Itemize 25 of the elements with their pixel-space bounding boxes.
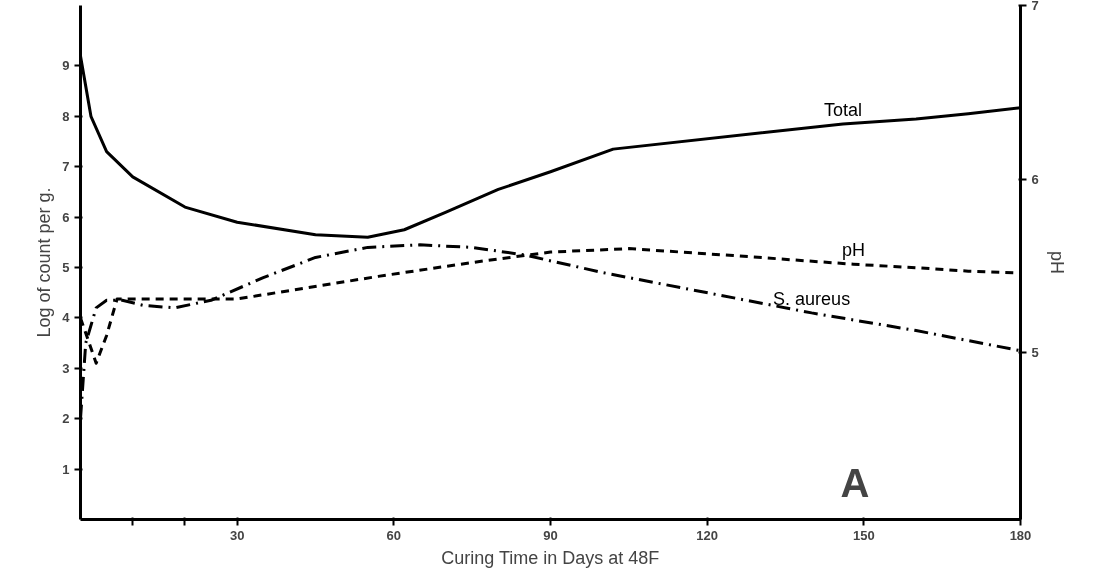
y2-axis-title: pH bbox=[1046, 251, 1067, 275]
y-axis-title: Log of count per g. bbox=[34, 187, 55, 338]
x-tick-label: 90 bbox=[543, 527, 558, 543]
x-tick-label: 180 bbox=[1009, 527, 1032, 543]
x-tick-label: 30 bbox=[229, 527, 245, 543]
y2-tick-label: 6 bbox=[1031, 171, 1039, 187]
annotation: A bbox=[840, 460, 870, 505]
y-tick-label: 2 bbox=[62, 411, 70, 427]
y-tick-label: 4 bbox=[62, 310, 71, 326]
series-label: S. aureus bbox=[773, 288, 851, 309]
series-label: pH bbox=[841, 240, 865, 261]
y-tick-label: 5 bbox=[62, 260, 70, 276]
x-tick-label: 150 bbox=[852, 527, 875, 543]
y2-tick-label: 5 bbox=[1031, 345, 1039, 361]
y-tick-label: 8 bbox=[62, 108, 70, 124]
x-tick-label: 60 bbox=[386, 527, 402, 543]
y-tick-label: 1 bbox=[62, 461, 70, 477]
y-tick-label: 9 bbox=[62, 58, 70, 74]
series-label: Total bbox=[823, 99, 862, 120]
x-axis-title: Curing Time in Days at 48F bbox=[441, 547, 660, 568]
x-tick-label: 120 bbox=[696, 527, 719, 543]
y2-tick-label: 7 bbox=[1031, 0, 1039, 13]
y-tick-label: 7 bbox=[62, 159, 70, 175]
y-tick-label: 3 bbox=[62, 360, 70, 376]
y-tick-label: 6 bbox=[62, 209, 70, 225]
